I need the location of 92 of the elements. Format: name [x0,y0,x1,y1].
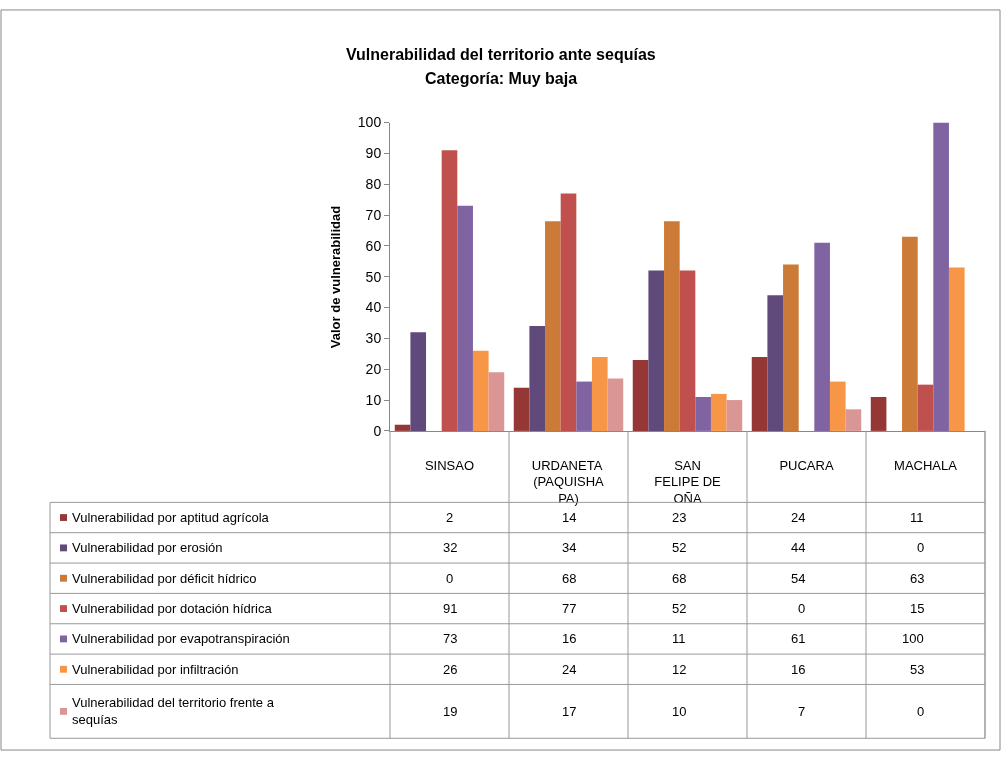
chart-title: Vulnerabilidad del territorio ante sequías [346,46,656,63]
bar [560,193,577,431]
data-label: 52 [672,540,687,555]
bar [410,332,427,431]
y-tick-label: 50 [365,268,382,285]
bar [767,295,784,431]
data-label: 24 [562,662,577,677]
bar [591,356,608,431]
data-label: 17 [562,704,577,719]
bar [472,350,489,431]
data-label: 23 [672,510,687,525]
data-label: 68 [672,571,687,586]
data-label: 100 [902,631,924,646]
y-tick-label: 100 [357,114,382,131]
data-label: 11 [672,631,686,646]
bar [751,356,768,431]
bar [829,381,846,431]
bar [545,221,561,431]
data-label: 16 [791,662,806,677]
data-label: 2 [446,510,454,525]
legend-label: Vulnerabilidad por infiltración [72,662,239,677]
bar [457,205,473,431]
data-label: 61 [791,631,806,646]
data-label: 73 [443,631,458,646]
bar [441,150,458,431]
y-tick-label: 70 [365,206,382,223]
data-label: 44 [791,540,806,555]
bar [679,270,696,431]
bar [783,264,799,431]
x-tick-label: SAN FELIPE DE OÑA [654,457,722,507]
bar [488,372,505,431]
data-label: 63 [910,571,925,586]
legend-label: Vulnerabilidad por erosión [72,540,223,555]
bar [917,384,934,431]
legend-label: Vulnerabilidad por evapotranspiración [72,631,290,646]
bar [870,396,887,431]
y-tick-label: 0 [373,422,382,439]
bar [814,242,830,431]
y-tick-label: 90 [365,145,382,162]
data-label: 15 [910,601,925,616]
x-tick-label: MACHALA [894,457,958,473]
data-label: 24 [791,510,806,525]
bar [845,409,862,431]
legend-label: Vulnerabilidad del territorio frente a sequías [72,695,275,727]
y-tick-label: 10 [365,391,382,408]
y-axis-title: Valor de vulnerabilidad [327,205,343,349]
data-label: 19 [443,704,458,719]
x-tick-label: SINSAO [424,457,475,473]
bar [726,400,743,431]
bar [695,396,711,431]
data-label: 0 [917,704,925,719]
bar [513,387,530,431]
bar [632,359,649,431]
bar [529,326,546,431]
y-tick-label: 30 [365,330,382,347]
bar [576,381,592,431]
bar [664,221,680,431]
y-tick-label: 20 [365,361,382,378]
bar [948,267,965,431]
data-label: 53 [910,662,925,677]
data-label: 16 [562,631,577,646]
legend-label: Vulnerabilidad por dotación hídrica [72,601,273,616]
bar [902,236,918,431]
x-tick-label: PUCARA [779,457,834,473]
data-label: 0 [917,540,925,555]
bar [648,270,665,431]
data-label: 54 [791,571,806,586]
data-label: 0 [798,601,806,616]
chart-subtitle: Categoría: Muy baja [425,70,578,87]
data-label: 11 [910,510,924,525]
y-tick-label: 60 [365,237,382,254]
data-label: 34 [562,540,577,555]
data-label: 77 [562,601,577,616]
data-label: 7 [798,704,806,719]
data-label: 14 [562,510,577,525]
legend-label: Vulnerabilidad por déficit hídrico [72,571,257,586]
data-label: 68 [562,571,577,586]
y-tick-label: 80 [365,176,382,193]
bar [607,378,624,431]
data-label: 52 [672,601,687,616]
bar [394,424,411,431]
x-tick-label: URDANETA (PAQUISHAPA) [531,457,606,507]
legend-label: Vulnerabilidad por aptitud agrícola [72,510,270,525]
data-label: 91 [443,601,458,616]
bar [710,393,727,431]
data-label: 26 [443,662,458,677]
data-label: 12 [672,662,687,677]
data-label: 0 [446,571,454,586]
y-tick-label: 40 [365,299,382,316]
data-label: 32 [443,540,458,555]
bar [933,122,949,431]
data-label: 10 [672,704,687,719]
